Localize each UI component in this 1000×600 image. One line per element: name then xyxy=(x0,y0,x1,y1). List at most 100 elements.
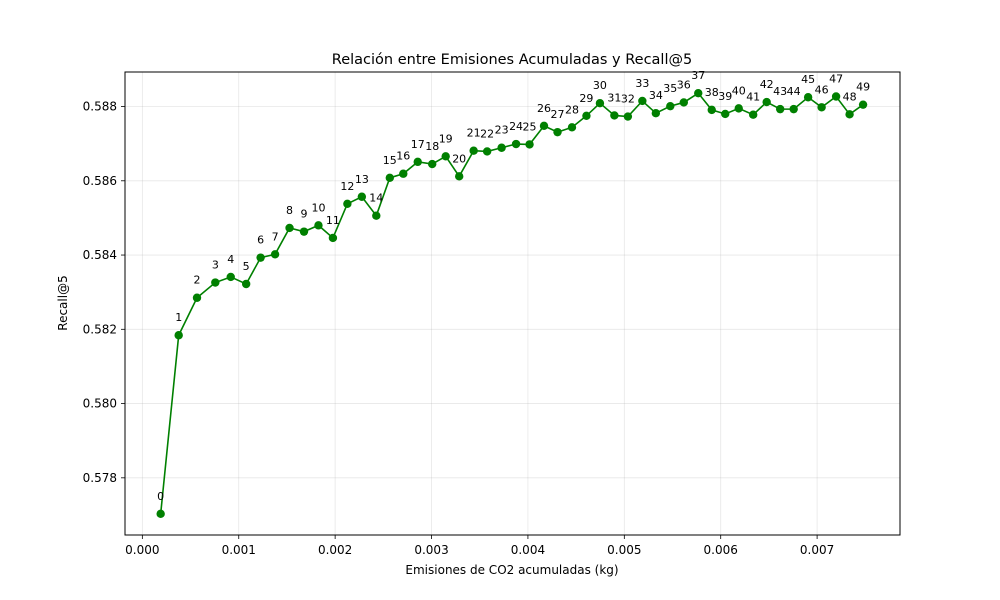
data-point xyxy=(285,223,294,233)
data-point xyxy=(679,98,688,107)
data-point xyxy=(454,172,464,181)
data-label: 33 xyxy=(635,77,649,90)
x-tick-label: 0.004 xyxy=(511,543,545,557)
data-point xyxy=(638,96,647,106)
data-label: 44 xyxy=(787,85,801,98)
x-tick-label: 0.002 xyxy=(318,543,352,557)
series-line xyxy=(159,92,864,514)
data-point xyxy=(707,105,716,115)
data-label: 7 xyxy=(272,230,279,243)
data-point xyxy=(567,123,577,132)
data-point xyxy=(497,143,506,152)
y-tick-label: 0.584 xyxy=(83,248,117,262)
data-point xyxy=(270,250,280,259)
data-point xyxy=(539,121,549,131)
data-label: 38 xyxy=(705,86,719,99)
data-point xyxy=(582,111,591,121)
x-axis-ticks: 0.000 0.001 0.002 0.003 0.004 0.005 0.006 0.007 xyxy=(125,535,834,557)
data-point xyxy=(845,110,854,119)
data-point xyxy=(858,100,868,109)
data-point xyxy=(762,97,771,107)
data-point xyxy=(357,192,367,201)
data-point xyxy=(623,112,633,121)
y-axis-label: Recall@5 xyxy=(56,275,70,330)
data-label: 18 xyxy=(425,140,439,153)
data-label: 30 xyxy=(593,79,607,92)
data-label: 19 xyxy=(439,132,453,145)
data-label: 25 xyxy=(523,120,537,133)
y-axis-ticks: 0.578 0.580 0.582 0.584 0.586 0.588 xyxy=(83,100,125,485)
data-label: 36 xyxy=(677,78,691,91)
data-label: 42 xyxy=(760,78,774,91)
data-label: 17 xyxy=(411,138,425,151)
data-point xyxy=(610,111,619,120)
x-tick-label: 0.001 xyxy=(222,543,256,557)
data-label: 6 xyxy=(257,234,264,247)
data-point xyxy=(385,173,394,183)
data-label: 27 xyxy=(551,108,565,121)
data-point xyxy=(651,109,661,118)
data-point xyxy=(211,278,220,287)
data-point xyxy=(511,139,521,149)
data-label: 32 xyxy=(621,93,635,106)
x-tick-label: 0.000 xyxy=(125,543,159,557)
data-point xyxy=(553,127,562,137)
data-label: 35 xyxy=(663,82,677,95)
data-label: 8 xyxy=(286,204,293,217)
data-point xyxy=(328,233,338,243)
plot-frame xyxy=(124,71,901,536)
data-point xyxy=(226,272,235,282)
data-label: 12 xyxy=(340,180,354,193)
data-point xyxy=(441,152,450,161)
data-label: 11 xyxy=(326,214,340,227)
data-point xyxy=(372,211,381,220)
data-label: 46 xyxy=(815,83,829,96)
data-point xyxy=(734,104,743,113)
data-point xyxy=(666,101,675,111)
data-label: 24 xyxy=(509,120,523,133)
data-point xyxy=(399,169,408,178)
data-point xyxy=(789,104,798,114)
y-tick-label: 0.578 xyxy=(83,471,117,485)
data-label: 0 xyxy=(157,490,164,503)
x-tick-label: 0.003 xyxy=(414,543,448,557)
x-axis-label: Emisiones de CO2 acumuladas (kg) xyxy=(405,563,618,577)
data-label: 49 xyxy=(856,81,870,94)
data-label: 14 xyxy=(369,192,383,205)
data-point xyxy=(525,140,534,149)
data-label: 16 xyxy=(396,150,410,163)
data-label: 48 xyxy=(843,90,857,103)
series-line-path xyxy=(159,92,864,514)
data-label: 15 xyxy=(383,154,397,167)
data-point xyxy=(256,253,265,262)
data-point xyxy=(748,110,758,119)
data-label: 10 xyxy=(311,201,325,214)
data-label: 9 xyxy=(301,208,308,221)
data-point xyxy=(156,509,165,519)
data-point xyxy=(595,98,605,108)
y-tick-label: 0.588 xyxy=(83,100,117,114)
data-point xyxy=(299,227,309,236)
data-point xyxy=(803,93,813,102)
y-tick-label: 0.586 xyxy=(83,174,117,188)
data-point xyxy=(775,104,785,114)
data-label: 34 xyxy=(649,89,663,102)
data-point xyxy=(174,331,183,340)
x-tick-label: 0.006 xyxy=(704,543,738,557)
y-tick-label: 0.580 xyxy=(83,397,117,411)
data-label: 2 xyxy=(194,274,201,287)
x-tick-label: 0.005 xyxy=(607,543,641,557)
data-points xyxy=(156,88,868,519)
data-label: 41 xyxy=(746,91,760,104)
grid xyxy=(125,72,900,535)
data-label: 40 xyxy=(732,84,746,97)
data-point xyxy=(343,199,352,209)
data-label: 37 xyxy=(691,69,705,82)
data-label: 13 xyxy=(355,173,369,186)
data-point xyxy=(721,109,730,119)
data-label: 28 xyxy=(565,103,579,116)
data-label: 20 xyxy=(452,152,466,165)
data-label: 23 xyxy=(495,124,509,137)
